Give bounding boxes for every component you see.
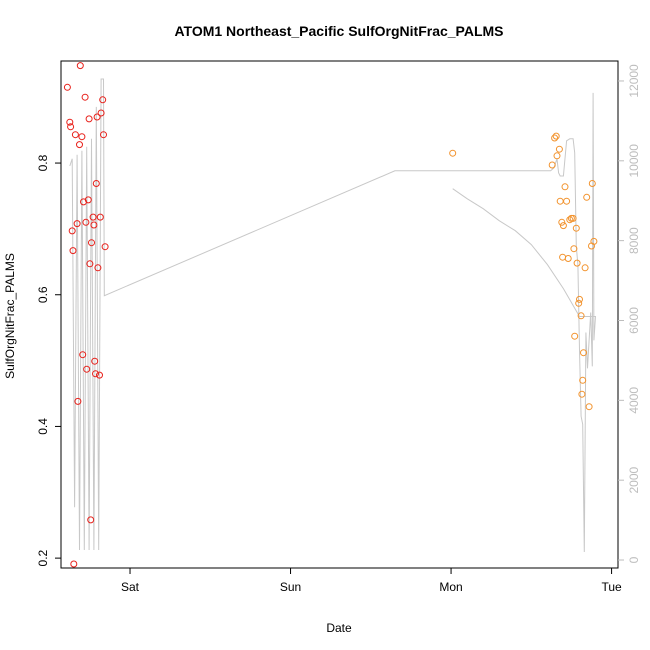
data-points (63, 62, 598, 568)
x-axis: Sat Sun Mon Tue (121, 568, 622, 594)
data-point-series-1 (86, 260, 94, 268)
data-point-series-2 (561, 183, 569, 191)
data-point-series-1 (91, 357, 99, 365)
data-point-series-1 (79, 351, 87, 359)
data-point-series-2 (577, 312, 585, 320)
data-point-series-2 (573, 259, 581, 267)
data-point-series-2 (559, 253, 567, 261)
data-point-series-1 (89, 213, 97, 221)
data-point-series-2 (558, 218, 566, 226)
data-point-series-2 (575, 299, 583, 307)
data-point-series-2 (566, 216, 574, 224)
data-point-series-2 (580, 349, 587, 357)
data-point-series-2 (559, 222, 567, 230)
data-point-series-1 (88, 239, 95, 247)
data-point-series-1 (73, 220, 81, 228)
chart-title: ATOM1 Northeast_Pacific SulfOrgNitFrac_P… (174, 23, 503, 39)
data-point-series-1 (84, 196, 92, 204)
altitude-line-series (69, 78, 597, 553)
data-point-series-2 (553, 152, 561, 160)
data-point-series-1 (87, 516, 95, 524)
data-point-series-1 (93, 113, 101, 121)
data-point-series-2 (571, 332, 579, 340)
y-tick-label: 0.2 (36, 549, 50, 566)
data-point-series-1 (97, 109, 105, 117)
data-point-series-2 (588, 180, 596, 187)
data-point-series-2 (572, 224, 580, 232)
data-point-series-2 (555, 145, 563, 153)
y2-tick-label: 8000 (627, 227, 641, 254)
data-point-series-1 (67, 123, 75, 131)
data-point-series-2 (578, 390, 586, 398)
data-point-series-2 (590, 237, 598, 245)
data-point-series-1 (96, 213, 104, 221)
data-point-series-1 (66, 118, 74, 126)
y-axis: 0.2 0.4 0.6 0.8 (36, 154, 61, 566)
data-point-series-1 (63, 83, 71, 91)
y2-tick-label: 12000 (627, 64, 641, 98)
x-tick-label: Tue (601, 580, 622, 594)
y2-tick-label: 2000 (627, 467, 641, 494)
altitude-line (69, 78, 597, 553)
x-tick-label: Mon (439, 580, 462, 594)
data-point-series-1 (68, 227, 76, 235)
y2-tick-label: 6000 (627, 307, 641, 334)
data-point-series-2 (563, 197, 571, 205)
x-tick-label: Sun (280, 580, 301, 594)
data-point-series-2 (556, 197, 564, 205)
y-tick-label: 0.8 (36, 154, 50, 171)
data-point-series-2 (570, 245, 578, 253)
secondary-y-axis: 0 2000 4000 6000 8000 10000 12000 (618, 64, 641, 563)
data-point-series-2 (581, 264, 589, 272)
data-point-series-1 (70, 560, 78, 568)
data-point-series-1 (99, 96, 107, 104)
data-point-series-2 (551, 134, 559, 142)
data-point-series-1 (96, 371, 103, 379)
data-point-series-1 (94, 264, 102, 272)
y2-tick-label: 10000 (627, 144, 641, 178)
x-axis-label: Date (326, 621, 352, 635)
y2-tick-label: 4000 (627, 387, 641, 414)
data-point-series-1 (82, 218, 90, 226)
data-point-series-2 (548, 161, 556, 169)
data-point-series-1 (92, 180, 100, 187)
data-point-series-2 (569, 214, 577, 222)
y-tick-label: 0.6 (36, 286, 50, 303)
plot-frame (60, 60, 619, 569)
data-point-series-2 (579, 376, 587, 384)
data-point-series-1 (101, 243, 109, 251)
y-axis-label: SulfOrgNitFrac_PALMS (3, 253, 17, 379)
data-point-series-1 (74, 397, 82, 405)
data-point-series-2 (583, 193, 591, 201)
data-point-series-1 (78, 133, 86, 141)
data-point-series-1 (90, 221, 98, 229)
data-point-series-1 (92, 370, 99, 378)
data-point-series-1 (83, 365, 91, 373)
data-point-series-2 (576, 295, 583, 303)
data-point-series-1 (76, 62, 84, 70)
data-point-series-2 (449, 149, 457, 157)
data-point-series-1 (71, 131, 79, 139)
data-point-series-1 (69, 247, 77, 255)
data-point-series-1 (81, 93, 89, 101)
data-point-series-2 (585, 403, 593, 411)
data-point-series-1 (76, 141, 83, 149)
data-point-series-2 (564, 255, 572, 262)
data-point-series-1 (100, 131, 107, 139)
data-point-series-1 (85, 115, 93, 123)
data-point-series-2 (552, 132, 560, 140)
y-tick-label: 0.4 (36, 418, 50, 435)
x-tick-label: Sat (121, 580, 140, 594)
y2-tick-label: 0 (627, 556, 641, 563)
